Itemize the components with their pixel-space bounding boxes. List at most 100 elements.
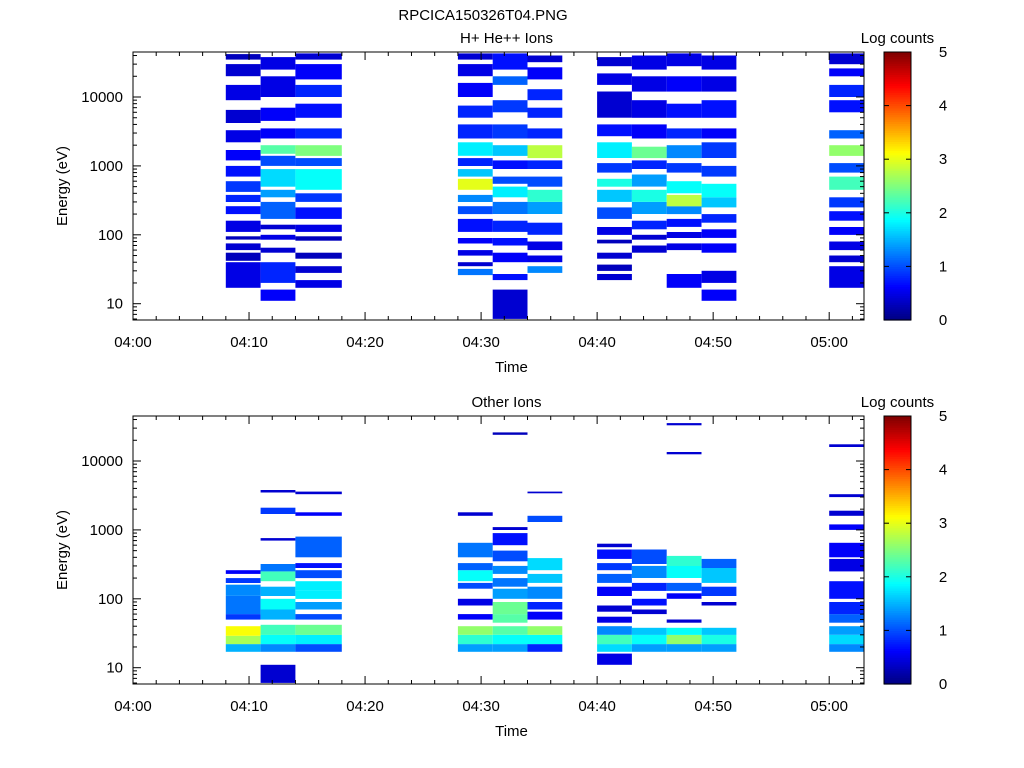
data-cell [829,255,864,263]
colorbar-segment [884,201,911,205]
data-cell [701,142,737,158]
data-cell [597,57,632,67]
data-cell [260,538,296,541]
data-cell [597,264,632,271]
spectrogram-cells [225,53,864,319]
data-cell [457,64,493,77]
colorbar-segment [884,101,911,104]
colorbar-segment [884,617,911,620]
data-cell [295,280,342,288]
colorbar-segment [884,293,911,297]
x-tick-label: 04:20 [346,334,384,351]
data-cell [829,163,864,173]
colorbar-segment [884,183,911,187]
colorbar-segment [884,203,911,207]
colorbar-segment [884,174,911,178]
data-cell [829,100,864,113]
data-cell [225,614,261,620]
data-cell [597,586,632,596]
data-cell [225,252,261,261]
data-cell [492,527,528,530]
data-cell [457,169,493,177]
y-tick-label: 1000 [90,158,123,175]
data-cell [295,103,342,118]
colorbar-segment [884,170,911,174]
colorbar-segment [884,130,911,133]
colorbar-tick-label: 1 [939,622,947,639]
colorbar-segment [884,603,911,607]
data-cell [829,634,864,645]
x-tick-label: 04:30 [462,334,500,351]
data-cell [492,626,528,635]
colorbar-segment [884,154,911,158]
data-cell [225,262,261,288]
colorbar-segment [884,422,911,426]
colorbar-segment [884,545,911,549]
colorbar-segment [884,429,911,433]
colorbar-segment [884,677,911,681]
colorbar-segment [884,547,911,551]
colorbar-segment [884,462,911,466]
colorbar-segment [884,574,911,578]
colorbar-segment [884,105,911,109]
data-cell [829,130,864,139]
data-cell [492,252,528,263]
data-cell [527,634,563,645]
data-cell [527,128,563,139]
data-cell [225,236,261,240]
data-cell [295,512,342,516]
colorbar-segment [884,96,911,100]
data-cell [666,582,702,591]
data-cell [260,644,296,652]
colorbar-segment [884,670,911,674]
colorbar-tick-label: 1 [939,258,947,275]
data-cell [631,146,667,159]
colorbar-segment [884,299,911,303]
colorbar-segment [884,518,911,522]
data-cell [225,644,261,652]
data-cell [701,197,737,208]
colorbar-segment [884,239,911,243]
colorbar-segment [884,418,911,422]
data-cell [701,602,737,606]
colorbar-segment [884,284,911,288]
colorbar-segment [884,297,911,301]
colorbar-segment [884,601,911,605]
y-tick-label: 100 [98,591,123,608]
data-cell [492,238,528,246]
colorbar-segment [884,161,911,165]
data-cell [225,64,261,77]
colorbar-frame [883,51,912,321]
data-cell [492,634,528,645]
colorbar-segment [884,317,911,321]
data-cell [829,644,864,652]
x-tick-label: 04:20 [346,698,384,715]
data-cell [457,158,493,166]
colorbar-segment [884,416,911,419]
colorbar-segment [884,282,911,285]
data-cell [492,432,528,435]
colorbar-segment [884,523,911,527]
data-cell [631,100,667,118]
data-cell [492,201,528,214]
data-cell [492,124,528,139]
data-cell [666,634,702,645]
data-cell [666,145,702,159]
data-cell [527,89,563,101]
data-cell [829,53,864,65]
colorbar-segment [884,148,911,151]
data-cell [701,289,737,301]
colorbar-segment [884,579,911,582]
colorbar-segment [884,132,911,136]
data-cell [597,239,632,244]
data-cell [829,145,864,156]
data-cell [225,150,261,161]
data-cell [597,142,632,158]
data-cell [457,634,493,645]
colorbar-segment [884,215,911,218]
data-cell [295,266,342,273]
data-cell [631,549,667,564]
colorbar-segment [884,652,911,656]
data-cell [260,289,296,301]
